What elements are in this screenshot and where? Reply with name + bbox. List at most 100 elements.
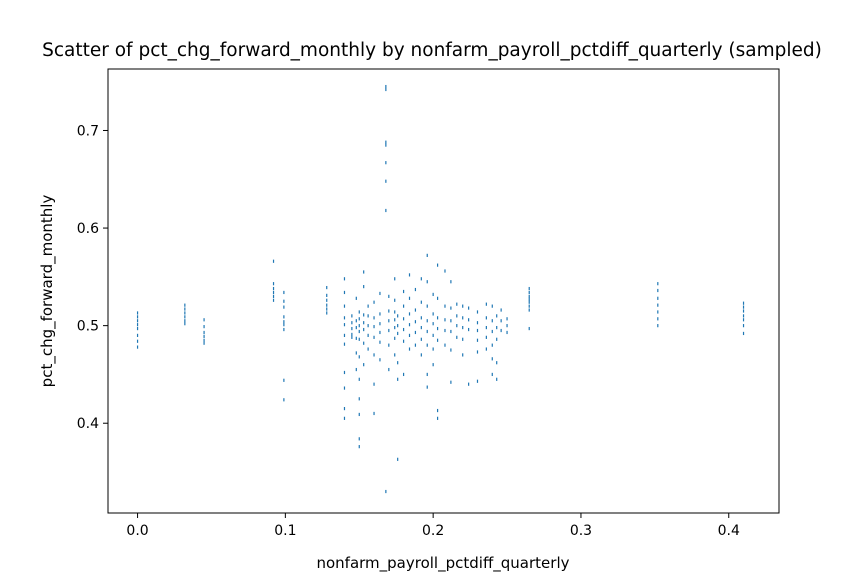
scatter-point <box>343 290 346 295</box>
scatter-point <box>414 320 417 324</box>
scatter-point <box>367 347 369 351</box>
scatter-point <box>462 304 464 308</box>
chart-title: Scatter of pct_chg_forward_monthly by no… <box>42 40 822 61</box>
scatter-point <box>385 143 387 147</box>
y-tick-label: 0.7 <box>77 123 99 139</box>
scatter-point <box>272 259 275 263</box>
scatter-point <box>136 345 139 349</box>
scatter-point <box>408 333 411 337</box>
scatter-point <box>358 329 360 334</box>
scatter-point <box>355 296 357 300</box>
scatter-point <box>426 385 428 389</box>
scatter-point <box>506 324 508 328</box>
scatter-point <box>184 311 186 315</box>
scatter-point <box>397 457 399 461</box>
scatter-point <box>476 310 479 314</box>
scatter-point <box>343 304 346 308</box>
scatter-point <box>426 372 428 377</box>
scatter-point <box>136 333 139 337</box>
scatter-point <box>462 337 464 341</box>
scatter-point <box>528 286 530 291</box>
scatter-point <box>426 304 428 308</box>
plot-frame <box>107 68 780 514</box>
scatter-point <box>500 308 502 312</box>
scatter-point <box>657 282 659 286</box>
scatter-point <box>203 338 205 342</box>
scatter-point <box>136 319 139 323</box>
scatter-point <box>184 315 186 319</box>
x-tick-label: 0.2 <box>422 523 444 539</box>
scatter-point <box>402 327 405 332</box>
scatter-point <box>203 318 205 322</box>
scatter-point <box>476 321 479 325</box>
scatter-point <box>363 341 365 345</box>
scatter-point <box>355 325 357 330</box>
scatter-point <box>343 323 346 327</box>
scatter-point <box>388 309 390 313</box>
scatter-point <box>272 286 275 291</box>
scatter-point <box>136 323 139 327</box>
scatter-point <box>385 179 387 183</box>
scatter-point <box>742 305 745 309</box>
scatter-point <box>367 333 369 337</box>
scatter-point <box>485 335 487 339</box>
scatter-point <box>491 329 493 334</box>
scatter-point <box>414 343 417 347</box>
scatter-point <box>394 310 396 314</box>
scatter-point <box>363 321 365 325</box>
scatter-point <box>351 314 353 318</box>
scatter-point <box>379 312 381 316</box>
scatter-point <box>379 291 381 296</box>
scatter-point <box>394 277 396 281</box>
scatter-point <box>657 310 659 314</box>
scatter-point <box>436 326 439 331</box>
scatter-point <box>491 343 493 347</box>
scatter-point <box>468 327 470 332</box>
scatter-point <box>394 353 396 357</box>
scatter-point <box>408 312 411 316</box>
scatter-point <box>358 397 360 401</box>
scatter-point <box>326 298 328 302</box>
scatter-point <box>385 140 387 144</box>
scatter-point <box>491 372 493 377</box>
scatter-point <box>326 307 328 311</box>
scatter-point <box>462 316 464 320</box>
scatter-point <box>394 336 396 340</box>
scatter-point <box>394 325 396 330</box>
scatter-point <box>402 304 405 308</box>
scatter-point <box>283 398 285 402</box>
x-axis-label: nonfarm_payroll_pctdiff_quarterly <box>316 554 569 573</box>
scatter-point <box>394 298 396 302</box>
scatter-point <box>373 382 375 386</box>
scatter-point <box>203 325 205 329</box>
y-axis-label: pct_chg_forward_monthly <box>38 195 57 388</box>
scatter-point <box>450 280 452 284</box>
scatter-point <box>343 316 346 320</box>
scatter-point <box>491 319 493 323</box>
scatter-point <box>420 325 422 330</box>
scatter-point <box>326 293 328 297</box>
scatter-point <box>500 319 502 323</box>
scatter-point <box>436 296 439 300</box>
scatter-point <box>184 322 186 326</box>
scatter-point <box>283 320 285 324</box>
scatter-point <box>379 330 381 335</box>
y-tick-label: 0.6 <box>77 221 99 237</box>
scatter-point <box>283 323 285 327</box>
scatter-point <box>420 337 422 341</box>
scatter-point <box>373 411 375 416</box>
scatter-point <box>397 377 399 381</box>
scatter-point <box>343 386 346 390</box>
scatter-point <box>420 277 422 281</box>
scatter-point <box>373 300 375 304</box>
scatter-point <box>203 341 205 345</box>
scatter-point <box>184 307 186 311</box>
scatter-point <box>373 316 375 320</box>
scatter-point <box>506 317 508 321</box>
scatter-point <box>432 347 434 351</box>
scatter-point <box>397 331 399 336</box>
scatter-point <box>450 306 452 310</box>
scatter-point <box>426 280 428 284</box>
scatter-point <box>373 335 375 339</box>
